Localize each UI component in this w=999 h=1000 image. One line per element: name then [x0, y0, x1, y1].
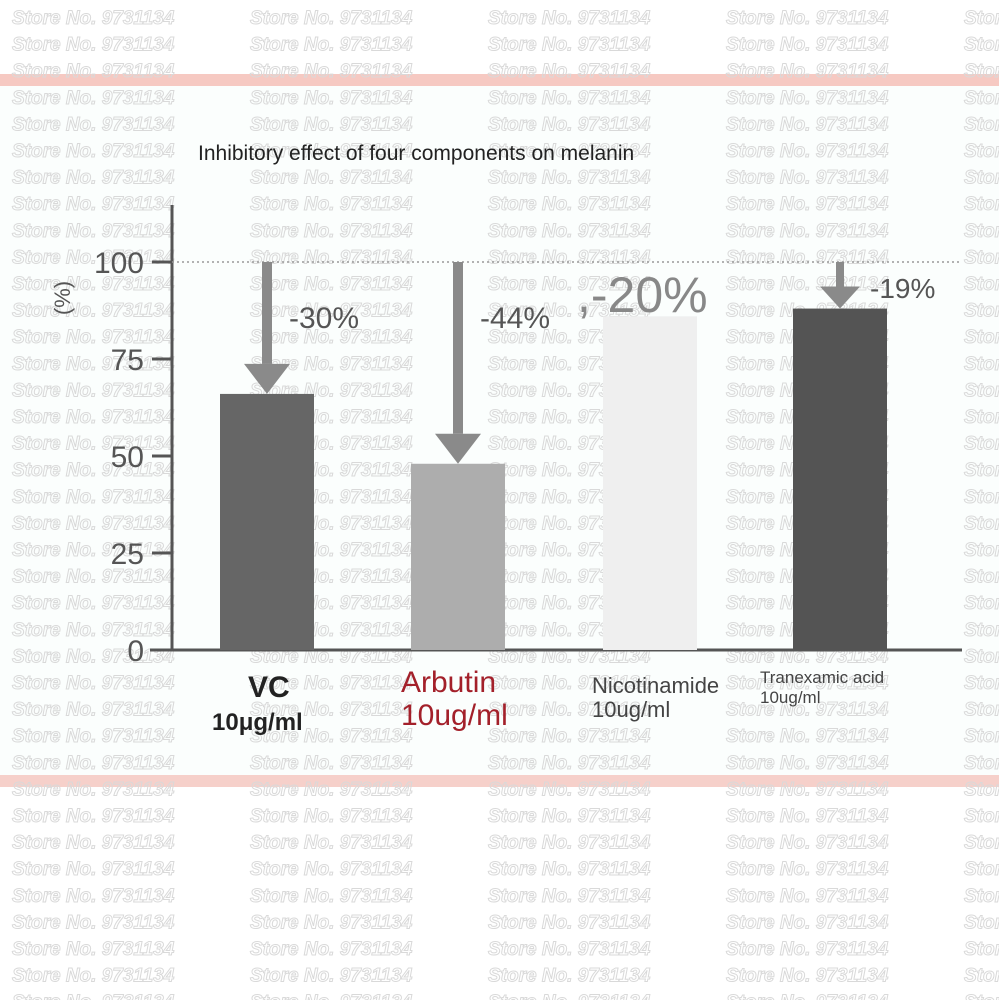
category-labels: VC10μg/mlArbutin10ug/mlNicotinamide10ug/…	[212, 666, 884, 736]
change-label: -19%	[870, 273, 935, 304]
arrows: -30% -44% ,-20% -19%	[244, 262, 935, 464]
arrow-shaft	[453, 262, 463, 434]
arrow-head	[820, 286, 860, 309]
category-dose-label: 10ug/ml	[760, 688, 820, 707]
bars	[220, 308, 887, 650]
category-dose-label: 10ug/ml	[592, 697, 670, 722]
change-label: ,-20%	[577, 267, 708, 323]
arrow-head	[244, 363, 290, 394]
y-tick-label: 75	[111, 344, 144, 377]
top-pink-band	[0, 74, 999, 86]
y-axis-label: (%)	[50, 281, 75, 315]
y-tick-label: 0	[127, 635, 144, 668]
change-label: -30%	[289, 302, 359, 335]
chart-title: Inhibitory effect of four components on …	[198, 142, 634, 165]
arrow-shaft	[262, 262, 272, 364]
bar	[793, 308, 887, 650]
change-label: -44%	[480, 302, 550, 335]
y-tick-label: 25	[111, 538, 144, 571]
arrow-head	[435, 433, 481, 464]
y-tick-label: 50	[111, 441, 144, 474]
category-label: Nicotinamide	[592, 673, 719, 698]
y-ticks: 0 25 50 75 100	[94, 247, 172, 668]
category-label: Tranexamic acid	[760, 668, 884, 687]
bar	[220, 393, 314, 650]
bottom-pink-band	[0, 775, 999, 787]
category-label: Arbutin	[401, 666, 496, 699]
bar	[603, 316, 697, 650]
category-label: VC	[248, 671, 290, 704]
arrow-shaft	[836, 262, 844, 287]
bar	[411, 463, 505, 650]
category-dose-label: 10μg/ml	[212, 709, 303, 736]
category-dose-label: 10ug/ml	[401, 699, 508, 732]
y-tick-label: 100	[94, 247, 144, 280]
